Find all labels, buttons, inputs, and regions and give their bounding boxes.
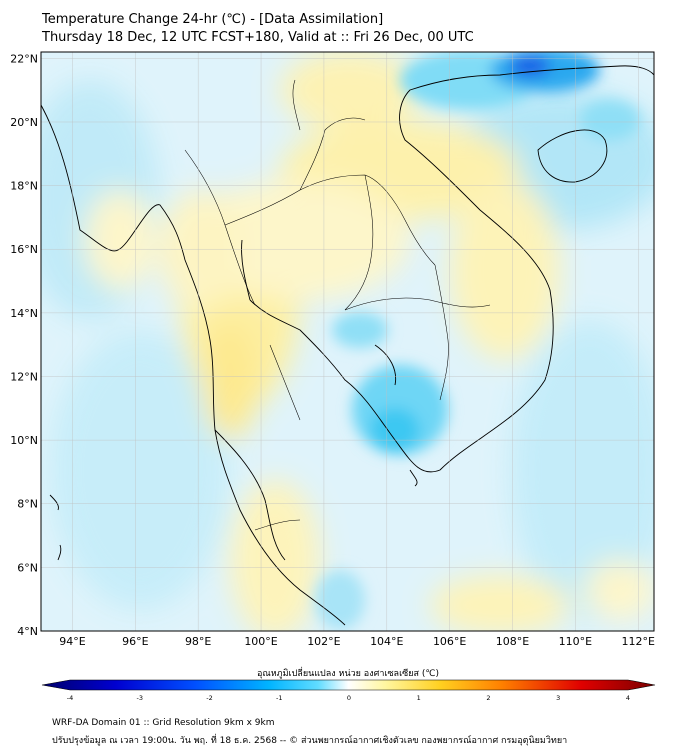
temperature-field	[41, 52, 654, 631]
lat-tick-label: 22°N	[10, 52, 38, 65]
lon-tick-label: 108°E	[496, 635, 529, 648]
colorbar-tick-label: -3	[137, 694, 143, 702]
map-subtitle: Thursday 18 Dec, 12 UTC FCST+180, Valid …	[42, 30, 474, 45]
lon-tick-label: 98°E	[185, 635, 211, 648]
footer-model-info: WRF-DA Domain 01 :: Grid Resolution 9km …	[52, 718, 275, 728]
lat-tick-label: 20°N	[10, 116, 38, 129]
colorbar-tick-label: -4	[67, 694, 73, 702]
colorbar-tick-label: -2	[206, 694, 212, 702]
longitude-ticks: 94°E 96°E 98°E 100°E 102°E 104°E 106°E 108°E 110…	[59, 635, 655, 648]
colorbar-ticks: -4 -3 -2 -1 0 1 2 3 4	[67, 694, 630, 702]
lon-tick-label: 100°E	[244, 635, 277, 648]
lon-tick-label: 94°E	[59, 635, 85, 648]
colorbar-tick-label: 1	[417, 694, 421, 702]
lon-tick-label: 102°E	[307, 635, 340, 648]
lat-tick-label: 10°N	[10, 434, 38, 447]
lat-tick-label: 12°N	[10, 370, 38, 383]
map-title: Temperature Change 24-hr (℃) - [Data Ass…	[42, 12, 384, 27]
colorbar-tick-label: 3	[556, 694, 560, 702]
gridlines	[41, 52, 654, 632]
colorbar-tick-label: -1	[276, 694, 282, 702]
lon-tick-label: 104°E	[370, 635, 403, 648]
latitude-ticks: 22°N 20°N 18°N 16°N 14°N 12°N 10°N 8°N 6°N 4°N	[10, 52, 38, 638]
map-frame	[40, 51, 655, 632]
colorbar	[41, 679, 656, 691]
lat-tick-label: 4°N	[17, 625, 38, 638]
lon-tick-label: 96°E	[122, 635, 148, 648]
lon-tick-label: 106°E	[433, 635, 466, 648]
footer-credit: ปรับปรุงข้อมูล ณ เวลา 19:00น. วัน พฤ. ที…	[52, 736, 568, 746]
colorbar-tick-label: 2	[486, 694, 490, 702]
lat-tick-label: 14°N	[10, 307, 38, 320]
colorbar-label: อุณหภูมิเปลี่ยนแปลง หน่วย องศาเซลเซียส (…	[257, 666, 439, 679]
lat-tick-label: 6°N	[17, 561, 38, 574]
lat-tick-label: 16°N	[10, 243, 38, 256]
lat-tick-label: 18°N	[10, 180, 38, 193]
colorbar-tick-label: 0	[347, 694, 351, 702]
coastlines	[41, 65, 654, 626]
colorbar-tick-label: 4	[626, 694, 630, 702]
lon-tick-label: 110°E	[559, 635, 592, 648]
lon-tick-label: 112°E	[622, 635, 655, 648]
lat-tick-label: 8°N	[17, 498, 38, 511]
